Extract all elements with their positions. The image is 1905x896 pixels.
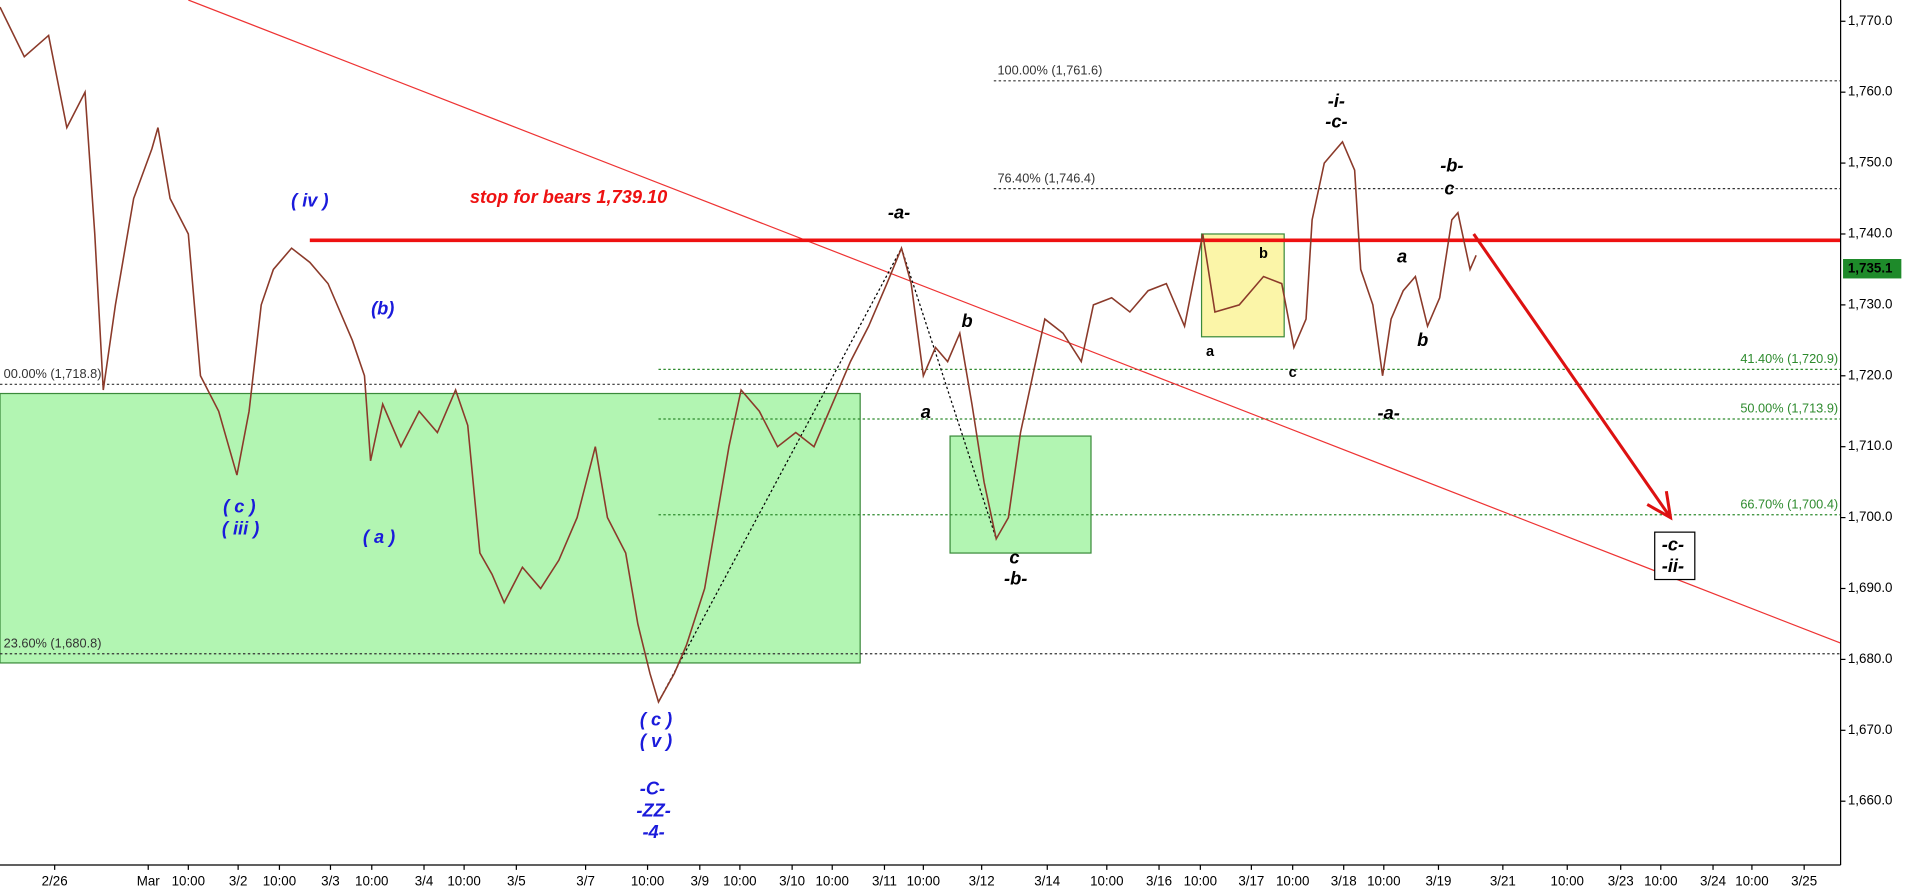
y-tick-label: 1,770.0 (1848, 13, 1893, 28)
wave-line (657, 247, 903, 703)
x-tick-label: 10:00 (1276, 874, 1309, 889)
x-tick-label: 3/23 (1608, 874, 1634, 889)
wave-label: -ZZ- (636, 800, 670, 820)
x-tick-label: 10:00 (1367, 874, 1400, 889)
x-tick-label: 3/12 (969, 874, 995, 889)
x-tick-label: 3/25 (1791, 874, 1817, 889)
y-tick-label: 1,670.0 (1848, 722, 1893, 737)
x-tick-label: 10:00 (723, 874, 756, 889)
fib-label: 00.00% (1,718.8) (4, 366, 102, 381)
y-tick-label: 1,690.0 (1848, 580, 1893, 595)
wave-line (900, 247, 997, 540)
wave-label: b (962, 311, 973, 331)
x-tick-label: 3/18 (1331, 874, 1357, 889)
x-tick-label: 10:00 (1184, 874, 1217, 889)
y-tick-label: 1,660.0 (1848, 793, 1893, 808)
trendline (188, 0, 1841, 644)
fib-label: 100.00% (1,761.6) (997, 62, 1102, 77)
wave-label: ( a ) (363, 527, 395, 547)
wave-label: (b) (371, 299, 394, 319)
fib-label: 76.40% (1,746.4) (997, 170, 1095, 185)
x-tick-label: 3/24 (1700, 874, 1727, 889)
x-tick-label: 3/2 (229, 874, 248, 889)
wave-label: ( iii ) (222, 519, 259, 539)
wave-label: c (1009, 548, 1019, 568)
stop-label: stop for bears 1,739.10 (470, 187, 667, 207)
x-tick-label: 10:00 (1090, 874, 1123, 889)
x-tick-label: 3/21 (1490, 874, 1516, 889)
fib-label: 41.40% (1,720.9) (1740, 351, 1838, 366)
wave-label: -a- (888, 203, 910, 223)
y-tick-label: 1,680.0 (1848, 651, 1893, 666)
y-tick-label: 1,710.0 (1848, 438, 1893, 453)
x-tick-label: 3/17 (1238, 874, 1264, 889)
y-tick-label: 1,730.0 (1848, 296, 1893, 311)
x-tick-label: Mar (137, 874, 161, 889)
x-tick-label: 10:00 (263, 874, 296, 889)
wave-label: c (1444, 178, 1454, 198)
fib-label: 66.70% (1,700.4) (1740, 496, 1838, 511)
wave-label: -a- (1378, 403, 1400, 423)
x-tick-label: 10:00 (355, 874, 388, 889)
wave-label: c (1289, 365, 1297, 381)
y-tick-label: 1,750.0 (1848, 155, 1893, 170)
x-tick-label: 3/11 (872, 874, 897, 889)
y-tick-label: 1,720.0 (1848, 367, 1893, 382)
wave-label: a (921, 402, 931, 422)
fib-label: 23.60% (1,680.8) (4, 635, 102, 650)
y-tick-label: 1,740.0 (1848, 226, 1893, 241)
x-tick-label: 10:00 (1551, 874, 1584, 889)
x-tick-label: 3/9 (691, 874, 710, 889)
wave-label: -ii- (1662, 556, 1684, 576)
wave-label: -4- (642, 822, 664, 842)
x-tick-label: 10:00 (447, 874, 480, 889)
x-tick-label: 3/10 (779, 874, 805, 889)
wave-label: a (1397, 246, 1407, 266)
x-tick-label: 10:00 (172, 874, 205, 889)
x-tick-label: 3/3 (321, 874, 340, 889)
price-line (0, 6, 1477, 704)
wave-label: -c- (1662, 534, 1684, 554)
last-price-badge (1843, 259, 1902, 279)
x-tick-label: 10:00 (631, 874, 664, 889)
x-tick-label: 10:00 (907, 874, 940, 889)
wave-label: ( v ) (640, 731, 672, 751)
wave-label: -c- (1325, 112, 1347, 132)
wave-label: -C- (640, 779, 665, 799)
x-tick-label: 3/5 (507, 874, 526, 889)
x-tick-label: 3/4 (415, 874, 434, 889)
last-price-label: 1,735.1 (1848, 260, 1893, 275)
wave-label: a (1206, 344, 1215, 360)
wave-label: -b- (1440, 155, 1463, 175)
x-tick-label: 10:00 (1644, 874, 1677, 889)
x-tick-label: 10:00 (816, 874, 849, 889)
zone (0, 392, 861, 664)
x-tick-label: 3/16 (1146, 874, 1172, 889)
x-tick-label: 2/26 (42, 874, 68, 889)
y-tick-label: 1,700.0 (1848, 509, 1893, 524)
wave-label: ( iv ) (291, 190, 328, 210)
wave-label: ( c ) (223, 497, 255, 517)
wave-label: -b- (1004, 568, 1027, 588)
wave-label: ( c ) (640, 709, 672, 729)
fib-label: 50.00% (1,713.9) (1740, 401, 1838, 416)
zone (1200, 233, 1285, 338)
label-box (1654, 531, 1696, 581)
x-tick-label: 3/19 (1425, 874, 1451, 889)
arrow (1472, 233, 1672, 519)
wave-label: b (1417, 330, 1428, 350)
wave-label: -i- (1328, 91, 1345, 111)
wave-label: b (1259, 246, 1268, 262)
x-tick-label: 10:00 (1735, 874, 1768, 889)
x-tick-label: 3/14 (1034, 874, 1061, 889)
arrow-head (1646, 490, 1673, 521)
y-tick-label: 1,760.0 (1848, 84, 1893, 99)
x-tick-label: 3/7 (576, 874, 595, 889)
zone (949, 435, 1092, 554)
